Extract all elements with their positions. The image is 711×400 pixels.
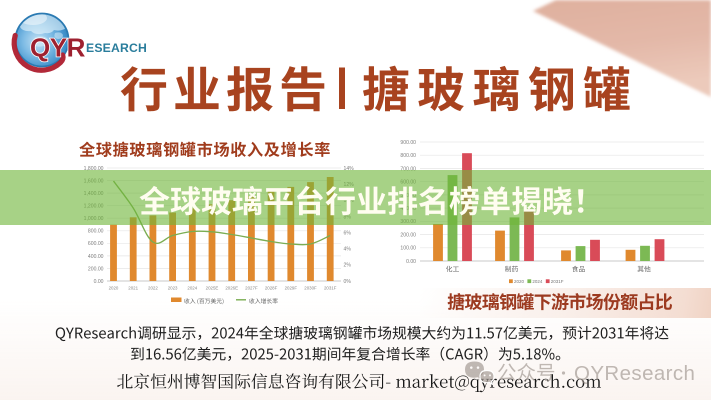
svg-text:0%: 0% <box>344 279 352 285</box>
svg-text:2020: 2020 <box>109 285 119 290</box>
svg-text:700.00: 700.00 <box>400 166 416 172</box>
svg-text:2031F: 2031F <box>324 285 337 290</box>
svg-text:2026E: 2026E <box>225 285 238 290</box>
svg-text:2030F: 2030F <box>304 285 317 290</box>
svg-text:2%: 2% <box>344 263 352 269</box>
svg-text:1,800.00: 1,800.00 <box>84 166 104 172</box>
svg-text:QYResearch: QYResearch <box>574 362 695 385</box>
svg-text:0.00: 0.00 <box>406 259 416 265</box>
svg-text:0.00: 0.00 <box>94 279 104 285</box>
svg-text:ESEARCH: ESEARCH <box>86 41 147 55</box>
svg-text:600.00: 600.00 <box>88 241 104 247</box>
svg-text:2024: 2024 <box>187 285 197 290</box>
svg-text:100.00: 100.00 <box>400 246 416 252</box>
svg-text:QYR: QYR <box>30 33 86 63</box>
svg-text:2024: 2024 <box>532 279 543 284</box>
svg-text:900.00: 900.00 <box>400 140 416 146</box>
svg-text:2025E: 2025E <box>206 285 219 290</box>
svg-text:2023: 2023 <box>168 285 178 290</box>
svg-text:2029F: 2029F <box>285 285 298 290</box>
svg-text:2020: 2020 <box>514 279 525 284</box>
svg-text:2027F: 2027F <box>245 285 258 290</box>
svg-text:400.00: 400.00 <box>88 254 104 260</box>
svg-text:200.00: 200.00 <box>88 266 104 272</box>
svg-text:2031F: 2031F <box>551 279 564 284</box>
svg-text:200.00: 200.00 <box>400 233 416 239</box>
svg-text:14%: 14% <box>344 166 355 172</box>
svg-text:2028F: 2028F <box>265 285 278 290</box>
svg-text:4%: 4% <box>344 247 352 253</box>
svg-text:800.00: 800.00 <box>88 229 104 235</box>
svg-text:2021: 2021 <box>128 285 138 290</box>
svg-text:800.00: 800.00 <box>400 153 416 159</box>
svg-text:6%: 6% <box>344 230 352 236</box>
svg-text:2022: 2022 <box>148 285 158 290</box>
